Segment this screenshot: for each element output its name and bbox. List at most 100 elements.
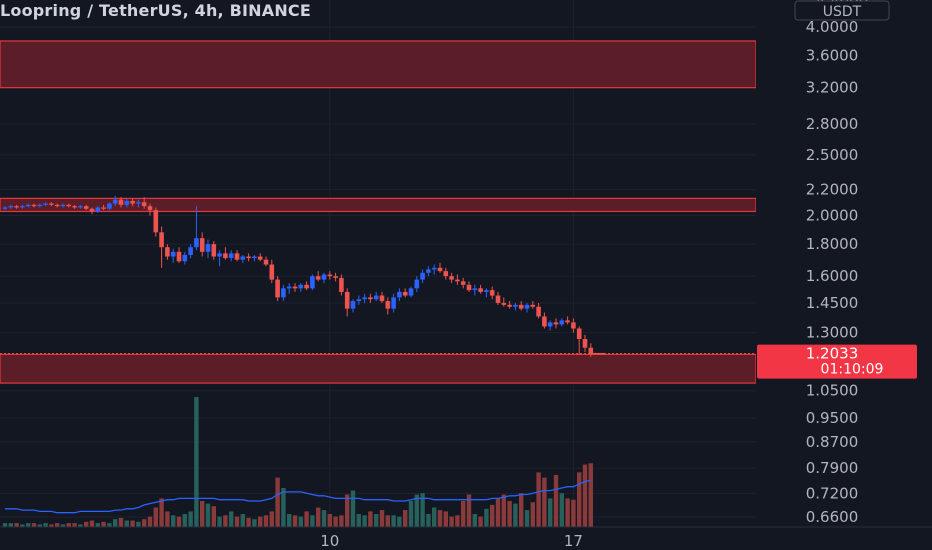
- volume-bar: [37, 524, 42, 527]
- candle-body: [507, 304, 512, 307]
- candle-body: [501, 302, 507, 305]
- volume-bar: [403, 510, 408, 527]
- zones-layer: [0, 40, 757, 384]
- candle-body: [379, 295, 385, 302]
- price-label: 2.2000: [806, 181, 859, 199]
- candle-body: [286, 286, 292, 289]
- volume-bar: [339, 515, 344, 527]
- countdown-timer: 01:10:09: [821, 362, 884, 378]
- price-label: 0.7200: [806, 484, 859, 502]
- volume-bar: [316, 507, 321, 527]
- volume-bar: [263, 515, 269, 527]
- candle-body: [542, 316, 547, 327]
- volume-bar: [200, 501, 205, 527]
- candle-body: [217, 253, 222, 257]
- resistance-zone-3: [0, 353, 757, 384]
- candle-body: [147, 206, 153, 211]
- candle-body: [402, 291, 408, 296]
- candle-body: [112, 199, 118, 204]
- time-axis[interactable]: 10 17: [0, 526, 932, 550]
- current-price-bg: [757, 344, 917, 379]
- candle-body: [443, 271, 449, 277]
- candle-body: [170, 251, 176, 257]
- candle-body: [455, 279, 460, 282]
- candle-body: [228, 253, 234, 259]
- volume-bar: [478, 516, 483, 527]
- candle-body: [263, 259, 269, 265]
- candle-body: [565, 320, 570, 323]
- volume-bar: [60, 524, 66, 527]
- candle-body: [14, 206, 19, 208]
- candle-body: [124, 200, 130, 205]
- candle-body: [431, 267, 437, 270]
- volume-bar: [542, 477, 547, 527]
- volume-bar: [89, 520, 95, 527]
- candle-body: [234, 253, 240, 260]
- volume-bar: [391, 515, 396, 527]
- candle-body: [211, 244, 217, 257]
- candle-body: [257, 256, 263, 260]
- volume-bar: [55, 523, 60, 527]
- candle-body: [368, 297, 373, 300]
- candle-body: [54, 204, 60, 207]
- volume-bar: [501, 494, 506, 527]
- current-price-value: 1.2033: [806, 345, 859, 363]
- candle-body: [101, 207, 106, 209]
- volume-bar: [147, 516, 153, 527]
- candle-body: [576, 328, 582, 340]
- volume-bar: [26, 523, 31, 527]
- volume-bar: [14, 523, 19, 527]
- currency-badge: USDT: [823, 4, 862, 20]
- volume-bar: [577, 472, 582, 527]
- candle-body: [118, 199, 124, 205]
- volume-bar: [234, 516, 240, 527]
- candle-body: [426, 269, 431, 273]
- candle-body: [571, 322, 576, 329]
- candle-body: [397, 291, 402, 298]
- volume-bar: [2, 523, 8, 527]
- candle-body: [536, 306, 541, 317]
- candle-body: [159, 232, 164, 248]
- price-axis[interactable]: 4.40004.00003.60003.20002.80002.50002.20…: [756, 0, 932, 550]
- volume-bar: [490, 504, 495, 527]
- candle-body: [478, 288, 483, 292]
- candle-body: [408, 288, 414, 296]
- candle-body: [356, 299, 362, 302]
- volume-bar: [269, 511, 274, 527]
- candle-body: [530, 304, 536, 307]
- candle-body: [484, 290, 489, 292]
- volume-ma-line: [5, 479, 591, 514]
- volume-bar: [171, 515, 176, 527]
- chart-title: Loopring / TetherUS, 4h, BINANCE: [0, 1, 311, 20]
- candle-body: [524, 304, 530, 309]
- candle-body: [95, 207, 101, 212]
- candle-body: [136, 202, 141, 204]
- candle-body: [182, 254, 188, 262]
- volume-bar: [536, 472, 541, 527]
- candle-body: [8, 206, 14, 208]
- candle-body: [37, 204, 43, 207]
- candle-body: [141, 202, 147, 207]
- volume-bar: [507, 501, 512, 527]
- volume-bar: [101, 521, 106, 527]
- price-label: 2.5000: [806, 146, 859, 164]
- volume-bar: [321, 510, 327, 527]
- candle-body: [414, 279, 420, 289]
- time-label: 10: [320, 532, 339, 550]
- volume-bar: [524, 510, 530, 527]
- volume-bar: [142, 519, 147, 527]
- currency-badge-box: [794, 0, 890, 21]
- volume-bar: [455, 515, 460, 527]
- candle-body: [420, 272, 425, 280]
- price-label: 3.2000: [806, 79, 859, 97]
- volume-bar: [345, 494, 350, 527]
- volume-bar: [426, 514, 431, 527]
- time-label: 17: [564, 532, 583, 550]
- volume-bar: [136, 521, 141, 527]
- candle-body: [466, 284, 472, 291]
- price-label: 0.6600: [806, 508, 859, 526]
- volume-bar: [252, 519, 257, 527]
- volume-bar: [113, 519, 118, 527]
